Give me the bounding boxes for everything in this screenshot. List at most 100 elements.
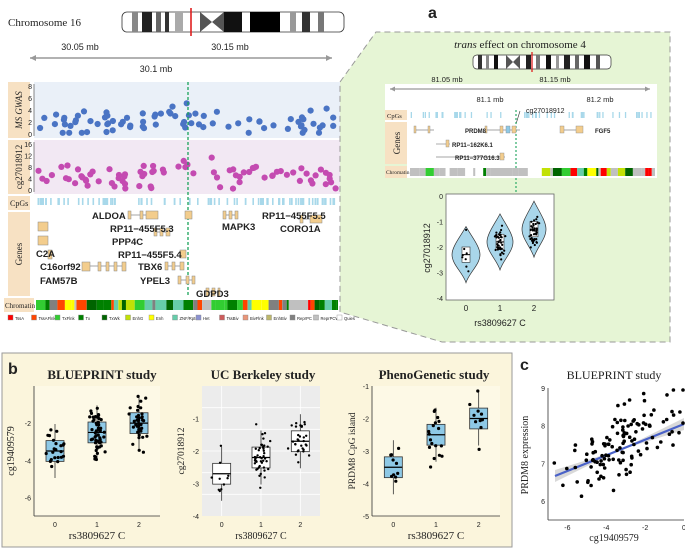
cpg-tick	[236, 198, 238, 205]
cg-point	[136, 183, 143, 190]
ucb-point-0	[219, 444, 223, 447]
panel-c-point	[629, 462, 633, 467]
blueprint-ytick-0: -2	[25, 421, 31, 428]
inset-chromatin-strip	[410, 168, 655, 176]
inset-gene-prdm8: PRDM8	[465, 129, 487, 135]
inset-chromatin-segment	[475, 168, 484, 176]
gene-ypel3: YPEL3	[140, 276, 170, 287]
panel-c-point	[589, 483, 593, 488]
gwas-point	[235, 120, 242, 127]
cg-point	[290, 169, 297, 176]
inset-chromatin-segment	[606, 168, 611, 176]
cpg-tick	[50, 198, 52, 205]
panel-c-point	[600, 453, 604, 458]
ucb-point-1	[263, 469, 266, 472]
ucb-point-1	[263, 452, 266, 455]
inset-cpg-tick	[441, 112, 443, 118]
legend-label-0: TssA	[15, 316, 24, 321]
ucb-point-2	[286, 447, 290, 450]
inset-chromatin-segment	[425, 168, 434, 176]
blueprint-point-1	[94, 457, 98, 462]
panel-c-point	[608, 438, 612, 442]
cpg-tick	[267, 198, 269, 205]
panel-c-point	[630, 439, 634, 443]
ucb-point-1	[262, 449, 265, 452]
cg-point	[312, 172, 319, 179]
cg-point	[72, 180, 79, 187]
panel-c-point	[665, 393, 669, 397]
pheno-boxes: 0 1 2	[383, 389, 489, 529]
chromatin-segment	[96, 300, 104, 310]
ucb-point-2	[294, 425, 298, 428]
cpg-ticks	[37, 198, 336, 205]
pheno-point-0	[390, 474, 394, 478]
ucb-point-1	[258, 474, 261, 477]
blueprint-point-0	[53, 456, 57, 460]
panel-c-point	[611, 488, 616, 493]
legend-swatch-13	[313, 314, 319, 321]
gene-rp11-455f5-4: RP11−455F5.4	[118, 250, 182, 261]
inset-label-genes: Genes	[392, 131, 402, 154]
violin-point-1	[500, 251, 504, 254]
violin-point-1	[496, 244, 499, 247]
panel-c-point	[664, 417, 669, 422]
cg-point	[213, 174, 221, 181]
chromatin-segment	[268, 300, 279, 310]
cpg-tick	[226, 198, 229, 205]
cg-points	[35, 154, 339, 192]
inset-chromatin-segment	[465, 168, 474, 176]
ucb-point-1	[263, 457, 267, 460]
inset-cpg-tick	[553, 112, 556, 118]
violin-point-0	[464, 258, 467, 261]
blueprint-point-1	[93, 454, 97, 458]
gwas-point	[330, 122, 337, 129]
gwas-point	[261, 125, 268, 132]
blueprint-ytick-2: -6	[25, 495, 31, 502]
legend-label-14: Quies	[344, 316, 355, 321]
violin-point-0	[465, 252, 468, 255]
gene-aldoa: ALDOA	[92, 211, 126, 222]
blueprint-point-2	[139, 427, 143, 431]
cpg-tick	[67, 198, 69, 205]
chromatin-segment	[113, 300, 119, 310]
panel-c-point	[645, 446, 649, 451]
ucb-point-1	[266, 445, 269, 448]
violin-point-2	[530, 220, 533, 223]
panel-c-point	[621, 428, 625, 432]
gwas-point	[183, 100, 190, 107]
blueprint-point-2	[136, 418, 140, 423]
blueprint-point-1	[96, 422, 100, 426]
track-label-chromatin: Chromatin	[5, 302, 35, 310]
chromatin-segment	[282, 300, 287, 310]
blueprint-point-1	[89, 438, 93, 442]
panel-c-point	[617, 458, 621, 462]
cpg-tick	[261, 198, 264, 205]
cpg-tick	[173, 198, 176, 205]
cpg-tick	[105, 198, 107, 205]
ucb-point-0	[218, 477, 221, 480]
panel-c-point	[638, 452, 643, 457]
panel-c-point	[599, 459, 603, 463]
gwas-point	[37, 124, 44, 132]
blueprint-point-1	[90, 428, 94, 432]
cpg-tick	[103, 198, 106, 205]
pheno-point-1	[433, 408, 437, 412]
inset-cpg-tick	[436, 112, 438, 118]
violin-point-0	[461, 256, 464, 259]
gwas-point	[310, 120, 317, 127]
cg-point	[111, 183, 118, 190]
cg-point	[147, 183, 154, 190]
gwas-point	[213, 108, 220, 115]
pheno-point-1	[429, 465, 433, 469]
pheno-ylabel: PRDM8 CpG island	[348, 412, 358, 489]
panel-c-point	[585, 452, 589, 457]
pheno-point-2	[478, 419, 482, 423]
chromosome-ideogram	[121, 8, 345, 36]
panel-c-point	[677, 430, 681, 435]
chromatin-segment	[261, 300, 269, 310]
ucb-point-0	[218, 489, 221, 493]
inset-chromosome-ideogram	[472, 52, 612, 72]
violin-point-2	[533, 243, 536, 247]
inset-cpg-tick	[456, 112, 458, 118]
inset-chromatin-segment	[541, 168, 551, 176]
